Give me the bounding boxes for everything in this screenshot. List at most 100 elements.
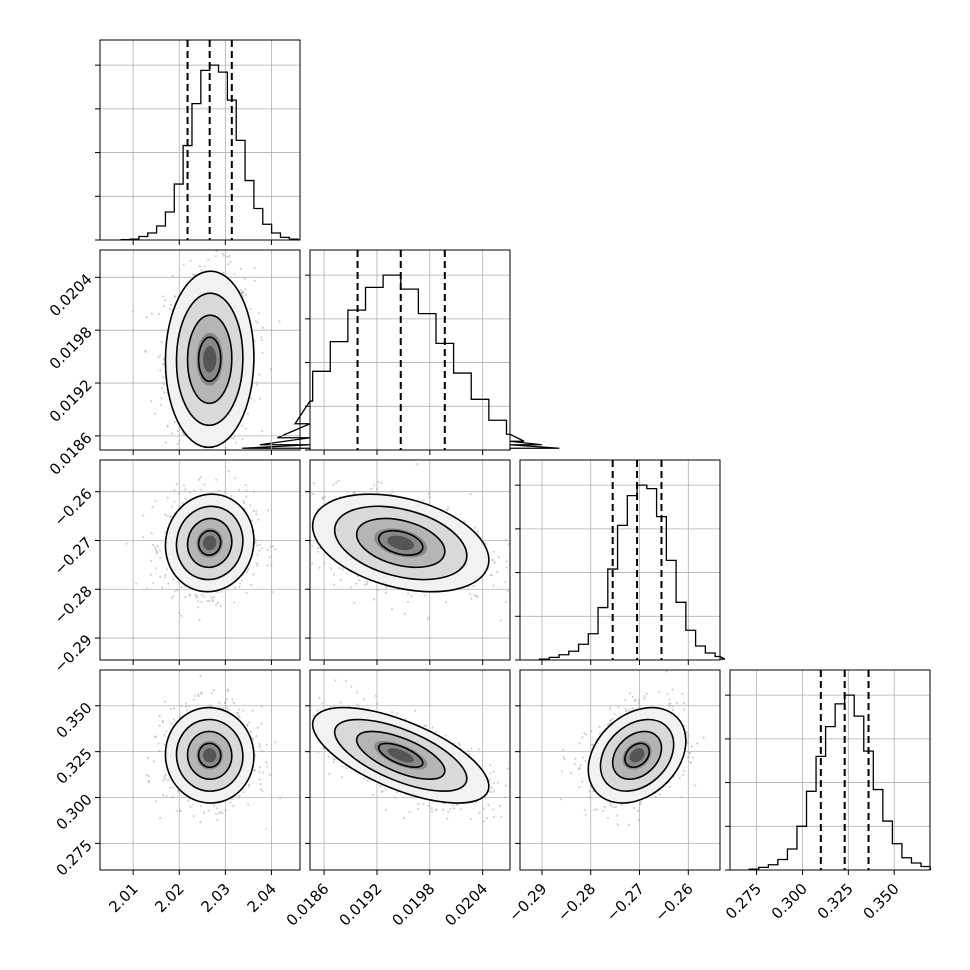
sample-point xyxy=(237,796,240,799)
sample-point xyxy=(163,733,166,736)
sample-point xyxy=(173,295,176,298)
sample-point xyxy=(303,534,305,536)
sample-point xyxy=(172,707,175,710)
sample-point xyxy=(304,723,306,725)
panel-frame xyxy=(99,459,301,661)
sample-point xyxy=(255,383,258,386)
sample-point xyxy=(586,762,589,765)
sample-point xyxy=(584,760,587,763)
sample-point xyxy=(639,800,643,804)
sample-point xyxy=(159,817,162,820)
sample-point xyxy=(615,814,619,817)
sample-point xyxy=(365,582,369,585)
x-tick-label: 0.325 xyxy=(814,880,857,923)
panel-content xyxy=(520,670,720,870)
sample-point xyxy=(150,400,153,403)
sample-point xyxy=(406,592,410,595)
sample-point xyxy=(210,704,213,707)
sample-point xyxy=(323,562,326,565)
sample-point xyxy=(265,761,268,764)
sample-point xyxy=(200,594,204,597)
sample-point xyxy=(151,543,154,547)
sample-point xyxy=(149,573,152,576)
sample-point xyxy=(170,505,173,508)
sample-point xyxy=(199,820,202,824)
y-tick-label: 0.0192 xyxy=(46,376,96,426)
x-tick-label: 2.01 xyxy=(105,880,141,916)
sample-point xyxy=(171,795,174,798)
contour-line xyxy=(186,517,233,569)
sample-point xyxy=(449,807,452,811)
sample-point xyxy=(164,573,167,577)
sample-point xyxy=(225,698,228,701)
sample-point xyxy=(255,513,258,516)
x-tick-label: 0.275 xyxy=(722,880,765,923)
sample-point xyxy=(490,786,493,789)
sample-point xyxy=(390,608,394,611)
density-fill xyxy=(203,748,217,763)
sample-point xyxy=(595,808,598,811)
sample-point xyxy=(430,810,434,813)
sample-point xyxy=(524,576,526,578)
sample-point xyxy=(214,255,217,258)
sample-point xyxy=(244,483,247,487)
sample-point xyxy=(215,807,219,810)
sample-point xyxy=(162,363,165,366)
sample-point xyxy=(482,807,485,810)
sample-point xyxy=(687,755,690,758)
sample-point xyxy=(186,452,188,454)
sample-point xyxy=(255,735,258,738)
sample-point xyxy=(682,708,686,711)
sample-point xyxy=(632,707,635,710)
sample-point xyxy=(609,706,612,709)
sample-point xyxy=(199,675,202,678)
sample-point xyxy=(159,403,162,406)
sample-point xyxy=(154,567,157,570)
sample-point xyxy=(469,818,472,821)
sample-point xyxy=(624,699,627,702)
sample-point xyxy=(233,272,236,275)
sample-point xyxy=(322,747,326,751)
sample-point xyxy=(125,542,128,545)
sample-point xyxy=(250,397,253,400)
sample-point xyxy=(332,483,335,486)
sample-point xyxy=(686,739,689,742)
sample-point xyxy=(279,796,282,800)
panel-p0-p1 xyxy=(99,249,301,454)
sample-point xyxy=(241,290,245,294)
sample-point xyxy=(229,260,232,263)
sample-point xyxy=(492,781,496,784)
sample-point xyxy=(200,600,203,604)
sample-point xyxy=(592,790,595,793)
sample-point xyxy=(163,743,166,746)
sample-point xyxy=(637,699,641,702)
sample-point xyxy=(165,568,168,571)
sample-point xyxy=(506,767,509,770)
sample-point xyxy=(196,595,199,598)
sample-point xyxy=(377,588,380,591)
x-tick-label: 2.04 xyxy=(244,880,280,916)
sample-point xyxy=(156,545,159,548)
sample-point xyxy=(131,310,134,313)
sample-point xyxy=(167,582,170,585)
sample-point xyxy=(318,697,321,700)
sample-point xyxy=(173,489,176,492)
sample-point xyxy=(446,817,449,820)
sample-point xyxy=(602,809,605,813)
contour-line xyxy=(164,270,255,449)
y-tick-label: 0.325 xyxy=(53,745,96,788)
sample-point xyxy=(606,724,610,727)
sample-point xyxy=(199,692,203,695)
sample-point xyxy=(266,548,269,551)
sample-point xyxy=(250,730,253,733)
sample-point xyxy=(636,809,640,812)
sample-point xyxy=(252,573,255,576)
sample-point xyxy=(259,397,262,400)
sample-point xyxy=(455,803,459,806)
sample-point xyxy=(217,489,221,492)
sample-point xyxy=(175,482,178,486)
sample-point xyxy=(200,691,204,694)
sample-point xyxy=(245,591,248,595)
histogram-p3 xyxy=(748,694,932,870)
sample-point xyxy=(154,500,157,503)
